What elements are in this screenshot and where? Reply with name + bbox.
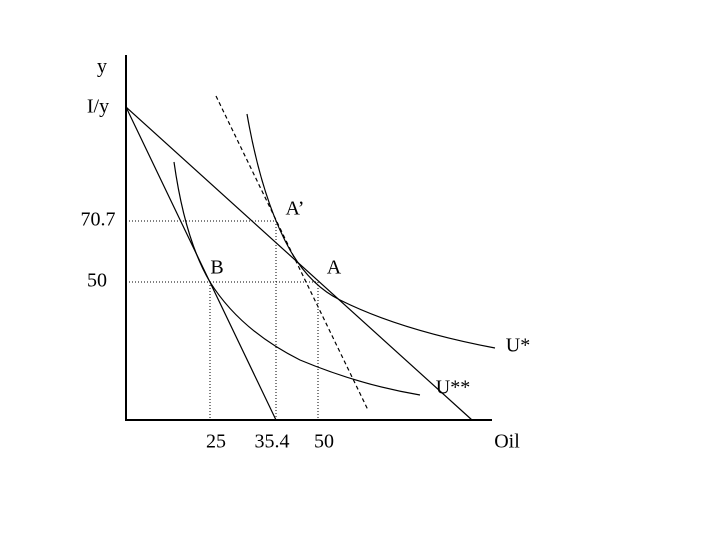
- point-label: A: [327, 257, 342, 279]
- point-label: B: [210, 257, 223, 279]
- x-label: 25: [206, 431, 226, 453]
- indifference-curve-u-double-star: [173, 161, 421, 396]
- x-label: 35.4: [255, 431, 290, 453]
- y-label: 70.7: [81, 209, 116, 231]
- curve-label: U*: [506, 335, 530, 357]
- x-axis-label: Oil: [494, 431, 520, 453]
- axes: [125, 55, 492, 421]
- y-label: 50: [87, 270, 107, 292]
- y-label: I/y: [87, 96, 109, 118]
- guide-lines: [126, 220, 319, 420]
- point-label: A’: [286, 198, 305, 220]
- y-axis-label: y: [97, 56, 107, 78]
- curve-label: U**: [436, 377, 470, 399]
- budget-line-dashed: [215, 95, 369, 411]
- x-label: 50: [314, 431, 334, 453]
- indifference-curve-u-star: [246, 113, 496, 349]
